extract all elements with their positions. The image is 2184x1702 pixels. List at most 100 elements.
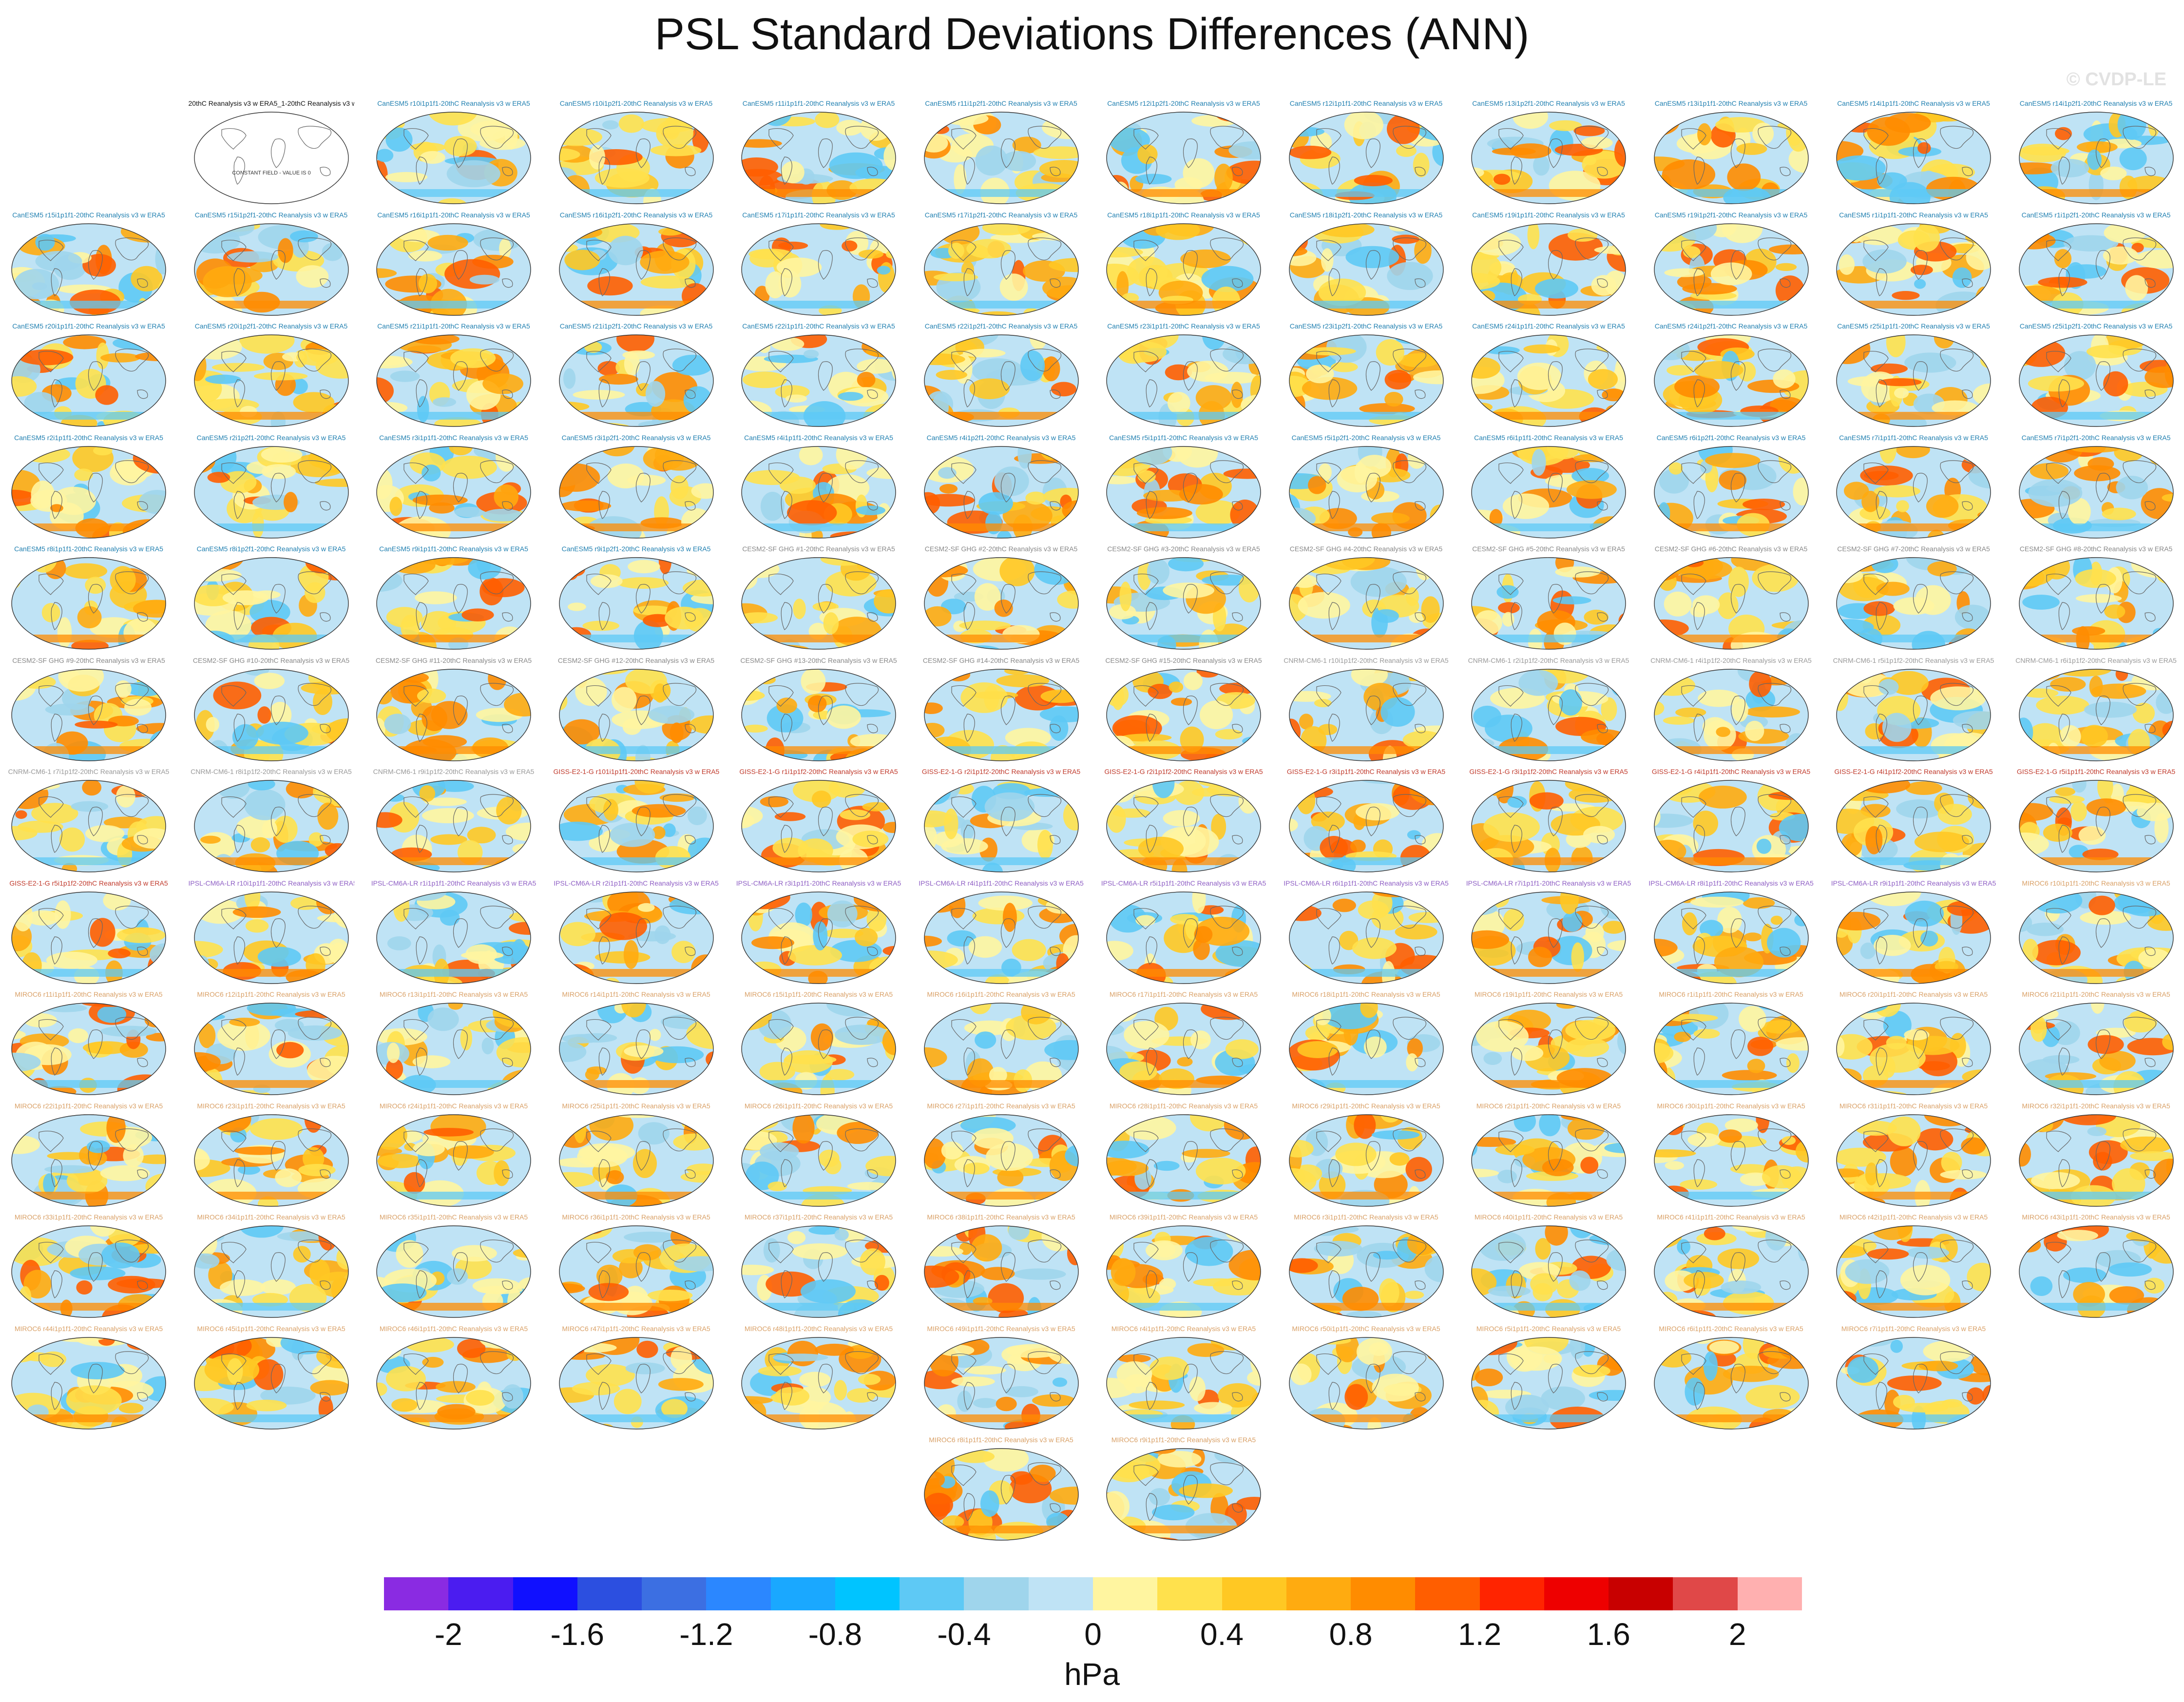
coastline [1693,268,1705,296]
coastline [1316,685,1341,707]
coastline [1962,278,1973,288]
map-panel: CNRM-CM6-1 r5i1p1f2-20thC Reanalysis v3 … [1831,656,1996,763]
anomaly-blob [428,112,478,126]
coastline [2095,695,2110,725]
anomaly-blob [871,780,896,788]
coastline [1146,379,1157,407]
difference-map [1653,1114,1809,1207]
anomaly-blob [1214,163,1233,192]
coastline [2046,462,2071,484]
anomaly-blob [1196,1157,1246,1184]
anomaly-blob [1404,1291,1424,1299]
coastline [297,237,331,260]
coastline [1027,1017,1061,1040]
anomaly-blob [2030,1276,2052,1296]
anomaly-blob [1358,900,1389,919]
map-panel: MIROC6 r29i1p1f1-20thC Reanalysis v3 w E… [1284,1101,1449,1208]
panel-label: GISS-E2-1-G r4i1p1f2-20thC Reanalysis v3… [1834,768,1993,775]
coastline [1049,389,1060,399]
map-outline [558,780,714,872]
anomaly-blob [1107,940,1133,961]
anomaly-blob [1876,581,1910,596]
coastline [453,361,468,391]
difference-map [193,557,349,650]
coastline [1133,574,1159,595]
anomaly-blob [627,474,666,486]
anomaly-blob [559,500,611,511]
map-outline [741,1003,896,1095]
panel-label: CESM2-SF GHG #3-20thC Reanalysis v3 w ER… [1107,545,1260,553]
anomaly-blob [1583,826,1615,844]
anomaly-blob [246,1399,287,1411]
anomaly-blob [847,1181,890,1190]
coastline [38,1353,64,1375]
coastline [1876,825,1887,853]
anomaly-blob [1050,635,1078,649]
southern-ocean-band [1654,635,1808,642]
map-panel: CanESM5 r7i1p2f1-20thC Reanalysis v3 w E… [2013,433,2179,540]
anomaly-blob [1518,670,1558,696]
map-outline [2018,1003,2174,1095]
southern-ocean-band [2019,1303,2173,1311]
anomaly-blob [1472,780,1502,790]
coastline [1316,1019,1341,1041]
southern-ocean-band [742,635,896,642]
map-outline [193,112,349,204]
southern-ocean-band [12,412,166,420]
anomaly-blob [1289,735,1299,760]
anomaly-blob [1674,375,1720,398]
anomaly-blob [2070,801,2087,822]
southern-ocean-band [559,1414,713,1422]
anomaly-blob [1425,962,1439,984]
coastline [818,584,833,614]
difference-map [1106,1225,1261,1318]
map-panel: CanESM5 r7i1p1f1-20thC Reanalysis v3 w E… [1831,433,1996,540]
coastline [768,462,794,484]
anomaly-blob [559,784,569,800]
difference-map [741,223,896,316]
anomaly-blob [17,781,60,790]
anomaly-blob [377,1154,423,1168]
coastline [1940,126,1973,149]
coastline [1146,268,1157,296]
difference-map [1653,445,1809,539]
map-panel: CESM2-SF GHG #10-20thC Reanalysis v3 w E… [189,656,354,763]
anomaly-blob [966,238,1011,258]
anomaly-blob [559,1114,588,1125]
coastline [416,825,427,853]
coastline [1730,807,1745,836]
anomaly-blob [1289,818,1298,832]
anomaly-blob [758,1365,802,1376]
anomaly-blob [834,1379,847,1400]
anomaly-blob [469,274,500,285]
panel-label: CanESM5 r11i1p2f1-20thC Reanalysis v3 w … [925,99,1077,107]
coastline [38,1130,64,1152]
southern-ocean-band [559,1080,713,1088]
coastline [818,1029,833,1059]
anomaly-blob [1904,1029,1930,1041]
difference-map [1288,112,1444,204]
anomaly-blob [159,622,166,633]
coastline [1913,807,1928,836]
map-outline [2018,780,2174,872]
panel-label: MIROC6 r22i1p1f1-20thC Reanalysis v3 w E… [14,1102,163,1110]
anomaly-blob [672,1133,713,1151]
anomaly-blob [877,265,891,274]
southern-ocean-band [12,857,166,865]
anomaly-blob [1747,1037,1773,1056]
coastline [1913,250,1928,280]
anomaly-blob [277,238,293,263]
difference-map [558,334,714,427]
southern-ocean-band [1654,1080,1808,1088]
anomaly-blob [1107,1160,1149,1176]
anomaly-blob [2063,235,2118,251]
chart-title: PSL Standard Deviations Differences (ANN… [654,9,1530,59]
coastline [1779,1058,1790,1067]
difference-map [193,891,349,984]
anomaly-blob [1107,1079,1130,1095]
map-panel: CanESM5 r11i1p2f1-20thC Reanalysis v3 w … [919,98,1084,206]
anomaly-blob [1236,1161,1261,1184]
southern-ocean-band [742,1191,896,1199]
difference-map [741,445,896,539]
coastline [453,472,468,503]
